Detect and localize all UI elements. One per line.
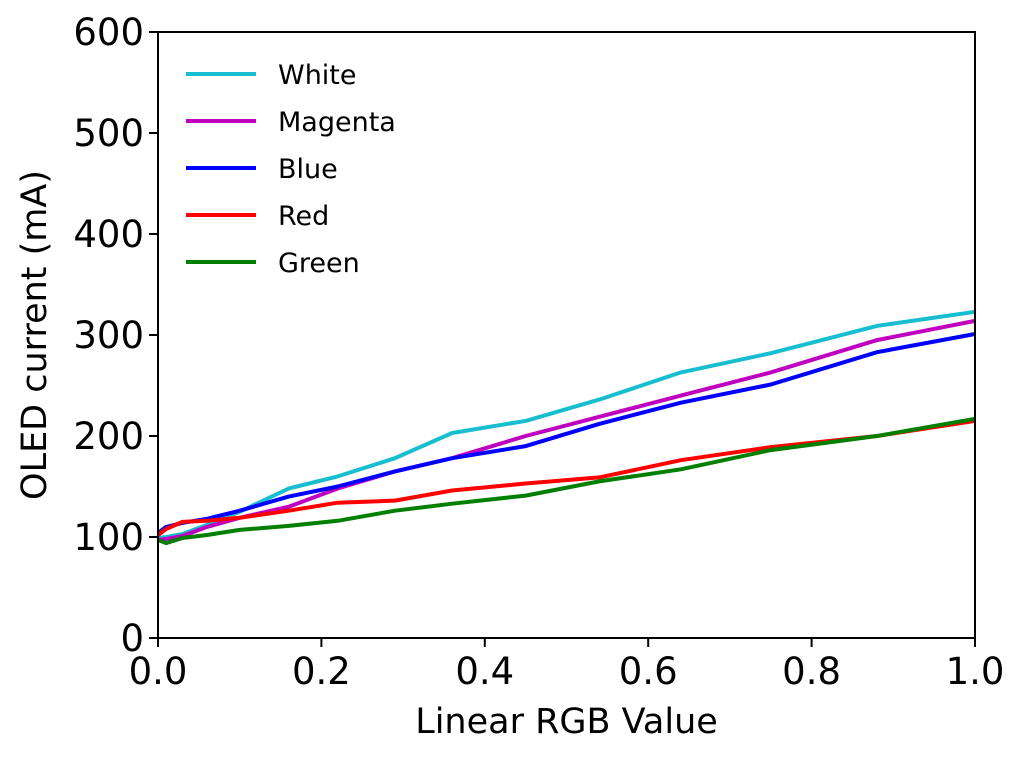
y-tick-label: 500 [73, 112, 144, 155]
legend-label-white: White [278, 60, 357, 91]
legend-label-red: Red [278, 201, 329, 232]
y-tick-label: 200 [73, 415, 144, 458]
y-tick-label: 300 [73, 314, 144, 357]
ticks-layer: 0.0 0.2 0.4 0.6 0.8 1.0 0 100 200 300 400 500 600 [73, 11, 1004, 693]
legend-label-green: Green [278, 248, 360, 279]
legend-label-magenta: Magenta [278, 107, 396, 138]
y-tick-label: 400 [73, 213, 144, 256]
x-tick-label: 0.6 [619, 650, 678, 693]
series-line-green [157, 416, 976, 546]
x-tick-label: 0.2 [292, 650, 351, 693]
legend-label-blue: Blue [278, 154, 338, 185]
y-tick-label: 0 [120, 617, 144, 660]
series-line-red [156, 418, 976, 537]
series-line-magenta [157, 318, 976, 542]
legend: White Magenta Blue Red Green [186, 60, 396, 279]
x-tick-label: 1.0 [946, 650, 1005, 693]
series-layer [156, 309, 976, 546]
x-tick-label: 0.4 [455, 650, 514, 693]
series-line-blue [156, 332, 976, 535]
y-tick-label: 600 [73, 11, 144, 54]
x-axis-title: Linear RGB Value [415, 702, 718, 742]
y-tick-label: 100 [73, 516, 144, 559]
x-tick-label: 0.0 [129, 650, 188, 693]
x-tick-label: 0.8 [782, 650, 841, 693]
y-axis-title: OLED current (mA) [15, 170, 55, 500]
